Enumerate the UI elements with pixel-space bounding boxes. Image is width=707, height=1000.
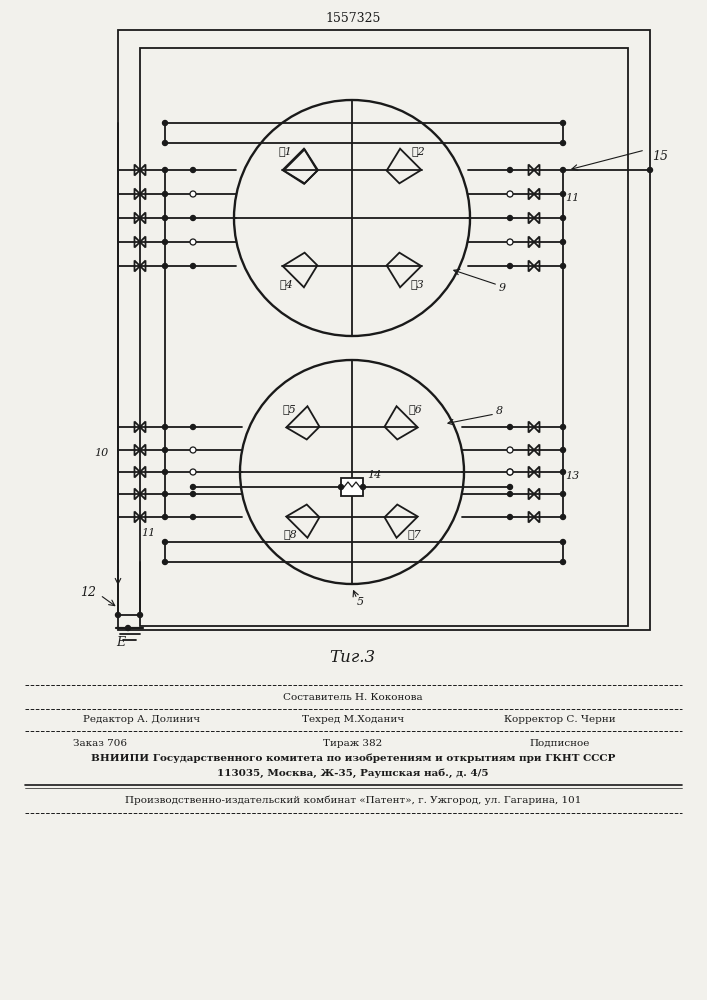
- Circle shape: [190, 447, 196, 453]
- Circle shape: [190, 263, 196, 268]
- Circle shape: [163, 540, 168, 544]
- Circle shape: [163, 424, 168, 430]
- Text: ѡ4: ѡ4: [279, 279, 293, 289]
- Circle shape: [508, 448, 513, 452]
- Circle shape: [507, 191, 513, 197]
- Circle shape: [190, 469, 196, 475]
- Circle shape: [561, 514, 566, 520]
- Text: ѡ3: ѡ3: [411, 279, 424, 289]
- Text: ѡ7: ѡ7: [407, 529, 421, 539]
- Text: 13: 13: [565, 471, 579, 481]
- Circle shape: [190, 167, 196, 172]
- Circle shape: [561, 491, 566, 496]
- Circle shape: [190, 239, 196, 245]
- Circle shape: [361, 485, 366, 489]
- Text: E: E: [116, 636, 125, 649]
- Circle shape: [163, 448, 168, 452]
- Text: Подписное: Подписное: [530, 738, 590, 748]
- Text: Производственно-издательский комбинат «Патент», г. Ужгород, ул. Гагарина, 101: Производственно-издательский комбинат «П…: [125, 795, 581, 805]
- Circle shape: [508, 239, 513, 244]
- Circle shape: [508, 424, 513, 430]
- Text: 11: 11: [141, 528, 155, 538]
- Circle shape: [561, 140, 566, 145]
- Text: ѡ5: ѡ5: [282, 404, 296, 414]
- Text: 9: 9: [498, 283, 506, 293]
- Circle shape: [508, 167, 513, 172]
- Circle shape: [561, 540, 566, 544]
- Circle shape: [163, 560, 168, 564]
- Circle shape: [190, 485, 196, 489]
- Text: 5: 5: [356, 597, 363, 607]
- Circle shape: [507, 469, 513, 475]
- Circle shape: [163, 491, 168, 496]
- Circle shape: [190, 216, 196, 221]
- Text: Составитель Н. Коконова: Составитель Н. Коконова: [284, 694, 423, 702]
- Text: ѡ8: ѡ8: [283, 529, 297, 539]
- Bar: [140, 48, 628, 626]
- Circle shape: [561, 192, 566, 196]
- Circle shape: [190, 424, 196, 430]
- Circle shape: [163, 216, 168, 221]
- Circle shape: [163, 239, 168, 244]
- Circle shape: [561, 120, 566, 125]
- Circle shape: [126, 626, 131, 631]
- Circle shape: [508, 192, 513, 196]
- Circle shape: [190, 191, 196, 197]
- Text: 1557325: 1557325: [325, 11, 380, 24]
- Text: 10: 10: [94, 448, 108, 458]
- Circle shape: [115, 612, 120, 617]
- Circle shape: [508, 216, 513, 221]
- Circle shape: [561, 560, 566, 564]
- Circle shape: [648, 167, 653, 172]
- Text: ѡ6: ѡ6: [408, 404, 422, 414]
- Circle shape: [561, 263, 566, 268]
- Circle shape: [163, 263, 168, 268]
- Circle shape: [508, 514, 513, 520]
- Text: Редактор А. Долинич: Редактор А. Долинич: [83, 716, 201, 724]
- Bar: [341, 478, 363, 496]
- Circle shape: [163, 514, 168, 520]
- Text: Τиг.3: Τиг.3: [329, 650, 375, 666]
- Circle shape: [561, 470, 566, 475]
- Text: 12: 12: [80, 585, 96, 598]
- Circle shape: [137, 612, 143, 617]
- Circle shape: [507, 469, 513, 475]
- Text: ВНИИПИ Государственного комитета по изобретениям и открытиям при ГКНТ СССР: ВНИИПИ Государственного комитета по изоб…: [90, 753, 615, 763]
- Text: Заказ 706: Заказ 706: [73, 738, 127, 748]
- Circle shape: [163, 167, 168, 172]
- Circle shape: [561, 167, 566, 172]
- Text: Техред М.Ходанич: Техред М.Ходанич: [302, 716, 404, 724]
- Circle shape: [339, 485, 344, 489]
- Circle shape: [163, 192, 168, 196]
- Circle shape: [508, 485, 513, 489]
- Circle shape: [163, 470, 168, 475]
- Text: Тираж 382: Тираж 382: [323, 738, 382, 748]
- Circle shape: [561, 424, 566, 430]
- Text: Корректор С. Черни: Корректор С. Черни: [504, 716, 616, 724]
- Circle shape: [508, 470, 513, 475]
- Text: 14: 14: [367, 470, 381, 480]
- Circle shape: [190, 514, 196, 520]
- Bar: [118, 30, 650, 630]
- Circle shape: [163, 140, 168, 145]
- Circle shape: [508, 263, 513, 268]
- Circle shape: [508, 491, 513, 496]
- Circle shape: [507, 239, 513, 245]
- Text: ѡ1: ѡ1: [279, 146, 292, 156]
- Circle shape: [190, 491, 196, 496]
- Text: 15: 15: [652, 149, 668, 162]
- Text: ѡ2: ѡ2: [411, 146, 426, 156]
- Text: 8: 8: [496, 406, 503, 416]
- Circle shape: [561, 448, 566, 452]
- Circle shape: [561, 239, 566, 244]
- Circle shape: [507, 447, 513, 453]
- Circle shape: [163, 120, 168, 125]
- Circle shape: [561, 216, 566, 221]
- Text: 113035, Москва, Ж-35, Раушская наб., д. 4/5: 113035, Москва, Ж-35, Раушская наб., д. …: [217, 768, 489, 778]
- Text: 11: 11: [565, 193, 579, 203]
